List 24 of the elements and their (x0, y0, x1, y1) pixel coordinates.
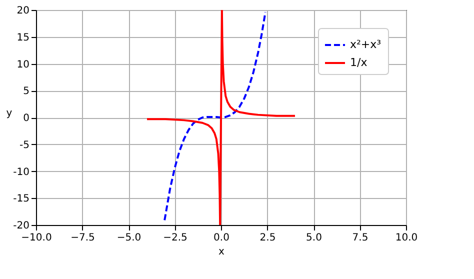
y-tick-label: 15 (16, 32, 30, 44)
y-tick-label: -20 (13, 220, 30, 232)
x-tick-label: 5.0 (306, 232, 322, 244)
legend-label: x²+x³ (350, 38, 382, 51)
y-tick-label: 5 (23, 86, 30, 98)
x-tick-label: 10.0 (395, 232, 418, 244)
x-tick-label: −7.5 (70, 232, 95, 244)
x-tick-label: −10.0 (21, 232, 52, 244)
line-series (164, 11, 266, 222)
legend-label: 1/x (350, 56, 368, 69)
x-tick-label: −5.0 (116, 232, 142, 244)
x-axis-title: x (218, 246, 225, 258)
x-tick-label: −2.5 (163, 232, 188, 244)
y-tick-label: 10 (16, 59, 30, 70)
x-tick-label: 2.5 (260, 232, 276, 244)
y-tick-label: -15 (13, 194, 30, 205)
y-axis-title: y (6, 108, 12, 119)
y-tick-label: -10 (13, 166, 30, 178)
y-tick-label: -5 (20, 140, 30, 151)
y-tick-label: 0 (23, 113, 30, 124)
x-tick-label: 0.0 (214, 232, 230, 244)
line-series (146, 10, 296, 225)
x-tick-label: 7.5 (352, 232, 368, 244)
y-tick-label: 20 (16, 6, 30, 16)
